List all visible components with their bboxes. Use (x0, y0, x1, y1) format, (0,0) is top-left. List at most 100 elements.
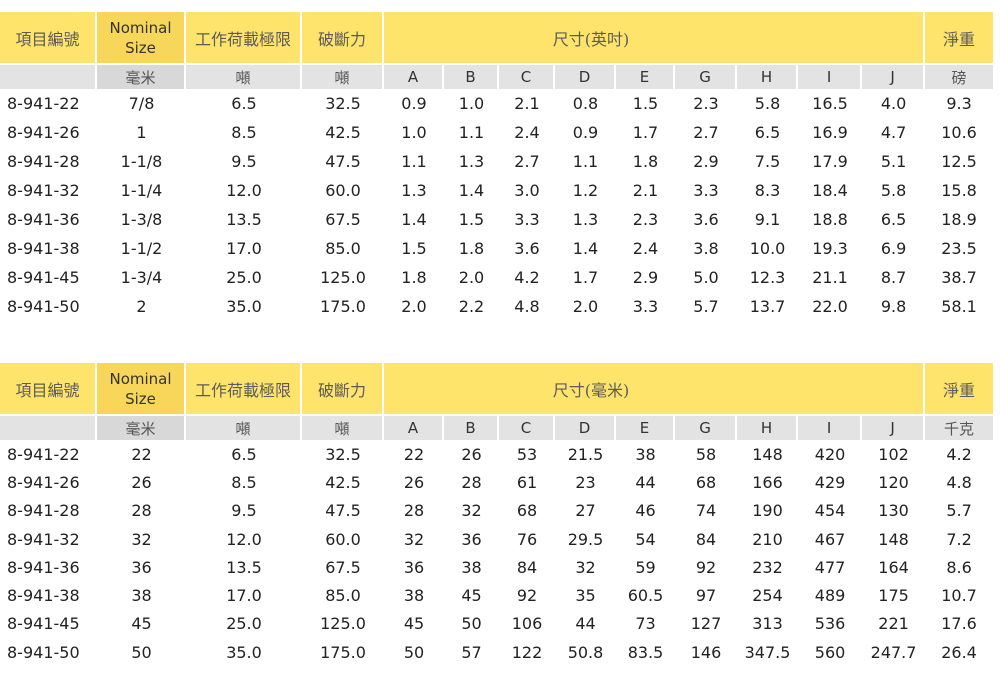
dim-j-cell: 6.9 (880, 239, 907, 258)
dim-letter-d: D (555, 63, 616, 89)
dim-a-cell: 1.4 (401, 210, 427, 229)
wll-unit: 噸 (186, 63, 302, 89)
nominal-unit: 毫米 (97, 63, 186, 89)
wll-cell: 25.0 (226, 268, 262, 287)
dim-g-cell: 127 (690, 614, 722, 634)
dim-d-cell: 0.8 (572, 94, 599, 113)
dim-b-cell: 28 (461, 472, 482, 492)
dim-e-cell: 3.3 (632, 297, 659, 316)
dim-letter-d: D (555, 414, 616, 440)
dim-b-cell: 1.3 (458, 152, 485, 171)
dim-g-cell: 74 (695, 501, 717, 521)
break-force-cell: 42.5 (325, 472, 361, 492)
item-code-cell: 8-941-28 (7, 501, 80, 521)
unit-cell-blank (0, 63, 97, 89)
dim-j-cell: 102 (878, 444, 909, 464)
dim-d-cell: 23 (575, 472, 596, 492)
weight-cell: 38.7 (941, 268, 977, 287)
dim-a-cell: 1.0 (401, 123, 427, 142)
dim-e-cell: 2.9 (632, 268, 659, 287)
wll-cell: 17.0 (226, 586, 262, 606)
dim-c-cell: 61 (516, 472, 538, 492)
dim-i-cell: 429 (814, 472, 846, 492)
dim-letter-i: I (798, 63, 863, 89)
table-row: 8-941-32 32 12.0 60.0 32 36 76 29.5 54 84 210 467 14… (0, 525, 993, 553)
dim-a-cell: 38 (403, 586, 425, 606)
dim-j-cell: 130 (878, 501, 909, 521)
weight-header: 淨重 (925, 12, 994, 63)
item-code-cell: 8-941-32 (7, 529, 80, 549)
dim-c-cell: 3.3 (514, 210, 540, 229)
wll-cell: 8.5 (231, 472, 257, 492)
wll-header: 工作荷載極限 (186, 363, 302, 414)
dim-a-cell: 28 (403, 501, 425, 521)
dim-i-cell: 22.0 (812, 297, 848, 316)
dim-a-cell: 45 (403, 614, 425, 634)
dim-h-cell: 166 (752, 472, 783, 492)
dim-d-cell: 50.8 (567, 642, 604, 662)
dim-b-cell: 1.5 (458, 210, 485, 229)
table-row: 8-941-45 45 25.0 125.0 45 50 106 44 73 127 313 536 2… (0, 610, 993, 638)
item-code-cell: 8-941-45 (7, 268, 80, 287)
dim-h-cell: 210 (752, 529, 783, 549)
dim-g-cell: 97 (695, 586, 717, 606)
item-code-cell: 8-941-22 (7, 444, 80, 464)
dim-d-cell: 2.0 (572, 297, 599, 316)
dim-h-cell: 12.3 (749, 268, 786, 287)
table-row: 8-941-32 1-1/4 12.0 60.0 1.3 1.4 3.0 1.2 2.1 3.3 8… (0, 176, 993, 205)
dim-i-cell: 18.8 (812, 210, 848, 229)
dim-i-cell: 18.4 (812, 181, 848, 200)
dim-j-cell: 4.7 (880, 123, 907, 142)
item-code-cell: 8-941-38 (7, 239, 80, 258)
wll-cell: 35.0 (226, 297, 262, 316)
table-row: 8-941-38 38 17.0 85.0 38 45 92 35 60.5 97 254 489 17… (0, 581, 993, 609)
spec-table-inches: 項目編號 Nominal Size 工作荷載極限 破斷力 尺寸(英吋) 淨重 毫… (0, 12, 994, 321)
dim-e-cell: 60.5 (627, 586, 664, 606)
break-force-cell: 67.5 (325, 557, 361, 577)
nominal-size-cell: 1-1/2 (120, 239, 163, 258)
dim-g-cell: 146 (690, 642, 722, 662)
nominal-header-line2: Size (125, 389, 156, 408)
wll-cell: 9.5 (231, 501, 257, 521)
break-force-cell: 85.0 (325, 239, 361, 258)
dim-a-cell: 26 (403, 472, 425, 492)
header-row: 項目編號 Nominal Size 工作荷載極限 破斷力 尺寸(毫米) 淨重 (0, 363, 994, 414)
weight-unit: 千克 (925, 414, 994, 440)
dim-b-cell: 1.0 (458, 94, 485, 113)
dim-e-cell: 46 (635, 501, 656, 521)
dim-b-cell: 57 (461, 642, 482, 662)
item-code-cell: 8-941-50 (7, 297, 80, 316)
dim-j-cell: 164 (878, 557, 909, 577)
table-row: 8-941-36 1-3/8 13.5 67.5 1.4 1.5 3.3 1.3 2.3 3.6 9… (0, 205, 993, 234)
table-body-inches: 8-941-22 7/8 6.5 32.5 0.9 1.0 2.1 0.8 1.5 2.3 5.8 1… (0, 89, 993, 321)
dim-a-cell: 1.1 (401, 152, 427, 171)
dim-b-cell: 1.8 (458, 239, 485, 258)
weight-cell: 58.1 (941, 297, 977, 316)
dim-i-cell: 21.1 (812, 268, 848, 287)
dim-c-cell: 3.0 (514, 181, 540, 200)
dim-e-cell: 38 (635, 444, 656, 464)
dim-e-cell: 1.8 (632, 152, 659, 171)
nominal-size-header: Nominal Size (97, 12, 186, 63)
dim-c-cell: 53 (516, 444, 538, 464)
dim-g-cell: 3.6 (693, 210, 719, 229)
item-header: 項目編號 (0, 363, 97, 414)
dim-c-cell: 92 (516, 586, 538, 606)
dim-h-cell: 8.3 (754, 181, 781, 200)
dim-d-cell: 1.2 (572, 181, 599, 200)
dim-b-cell: 1.1 (458, 123, 485, 142)
nominal-size-cell: 50 (131, 642, 152, 662)
item-code-cell: 8-941-28 (7, 152, 80, 171)
dim-g-cell: 58 (695, 444, 717, 464)
table-row: 8-941-28 1-1/8 9.5 47.5 1.1 1.3 2.7 1.1 1.8 2.9 7.… (0, 147, 993, 176)
table-row: 8-941-22 7/8 6.5 32.5 0.9 1.0 2.1 0.8 1.5 2.3 5.8 1… (0, 89, 993, 118)
wll-cell: 12.0 (226, 529, 262, 549)
wll-cell: 35.0 (226, 642, 262, 662)
wll-cell: 25.0 (226, 614, 262, 634)
break-force-cell: 60.0 (325, 529, 361, 549)
dim-h-cell: 5.8 (754, 94, 781, 113)
dim-h-cell: 9.1 (754, 210, 781, 229)
item-code-cell: 8-941-22 (7, 94, 80, 113)
dim-g-cell: 92 (695, 557, 717, 577)
break-force-cell: 47.5 (325, 501, 361, 521)
